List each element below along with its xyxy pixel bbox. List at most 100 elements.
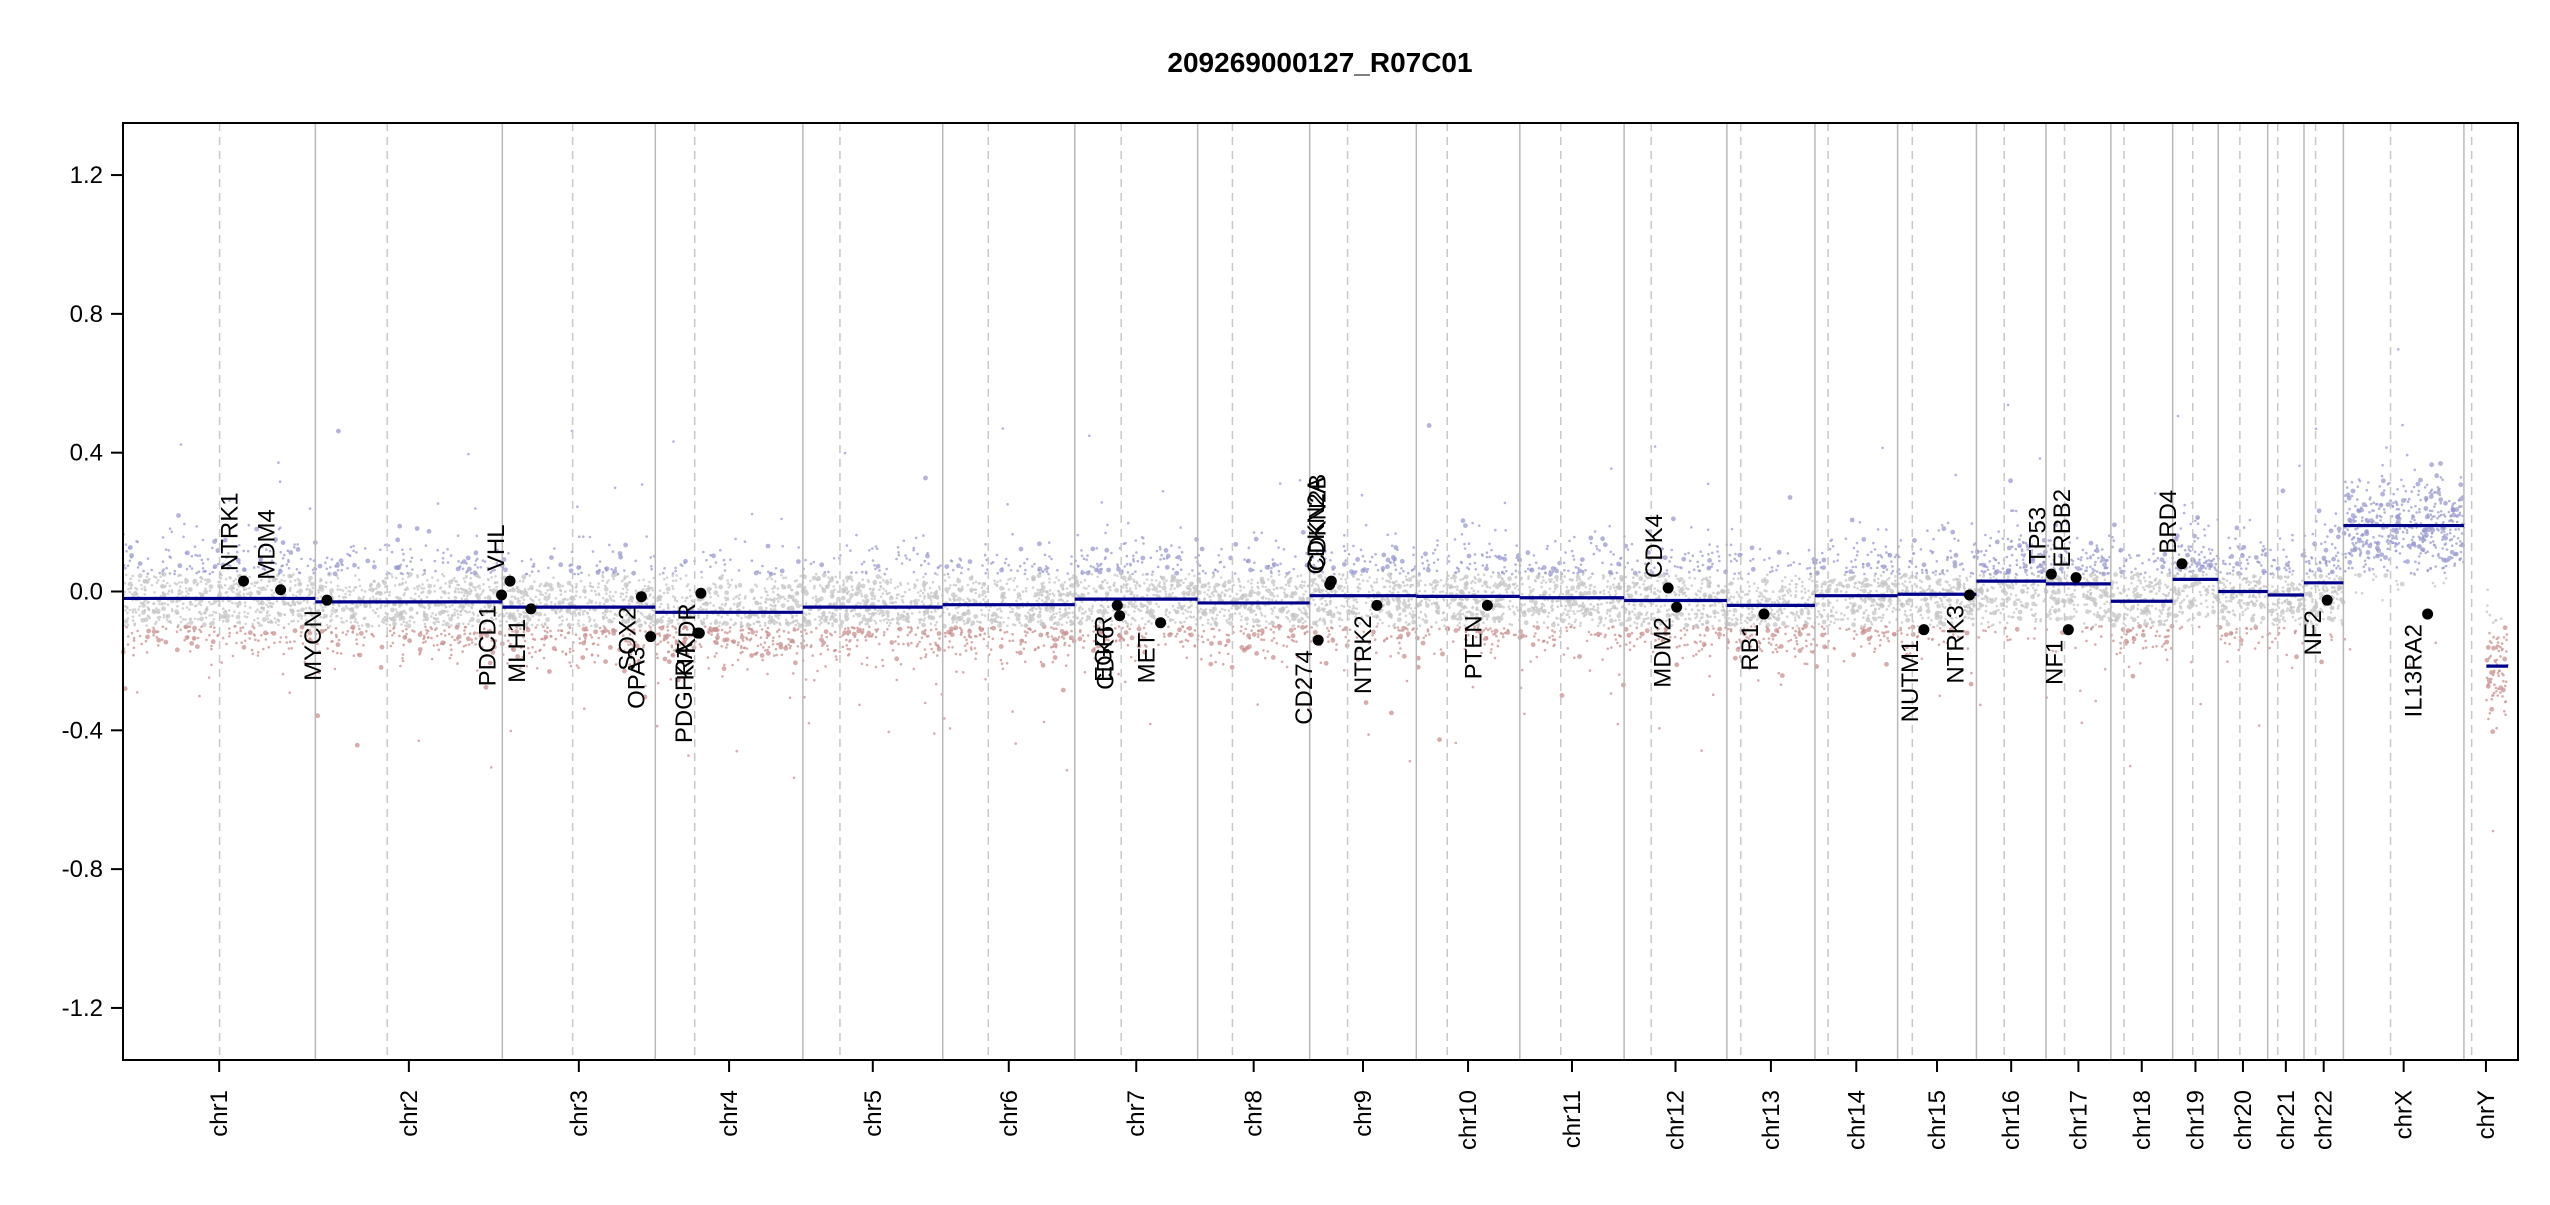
probe-point <box>193 617 197 621</box>
probe-point <box>188 603 192 606</box>
probe-point <box>1007 578 1010 581</box>
probe-point <box>1050 626 1053 629</box>
probe-point <box>174 609 180 615</box>
probe-point <box>634 559 637 563</box>
probe-point <box>516 601 520 604</box>
probe-point <box>409 596 413 600</box>
probe-point <box>1274 625 1277 629</box>
probe-point <box>810 630 813 634</box>
probe-point <box>1019 597 1023 601</box>
probe-point <box>1324 599 1327 603</box>
probe-point <box>765 590 769 594</box>
probe-point <box>530 633 534 636</box>
probe-point <box>543 597 546 601</box>
probe-point <box>1250 629 1253 632</box>
probe-point <box>868 549 871 552</box>
probe-point <box>1051 592 1055 595</box>
probe-point <box>978 633 982 637</box>
probe-point <box>1288 584 1291 587</box>
probe-point <box>1028 608 1032 612</box>
probe-point <box>1026 577 1029 581</box>
probe-point <box>812 560 816 564</box>
probe-point <box>714 561 718 564</box>
probe-point <box>124 566 127 570</box>
probe-point <box>273 617 277 620</box>
probe-point <box>1024 614 1027 618</box>
probe-point <box>934 623 937 627</box>
probe-point <box>1397 651 1400 655</box>
probe-point <box>835 600 838 604</box>
probe-point <box>965 642 969 645</box>
probe-point <box>841 634 844 637</box>
probe-point <box>1412 553 1415 557</box>
probe-point <box>625 591 628 595</box>
probe-point <box>446 561 450 564</box>
probe-cloud <box>120 443 318 698</box>
probe-point <box>724 602 728 605</box>
probe-point <box>1046 631 1050 635</box>
probe-point <box>560 629 563 632</box>
probe-point <box>985 558 988 562</box>
probe-point <box>140 617 146 623</box>
probe-point <box>443 629 446 632</box>
probe-point <box>465 555 471 561</box>
probe-point <box>1089 564 1093 568</box>
probe-point <box>1021 639 1024 642</box>
probe-point <box>363 590 367 593</box>
probe-point <box>1264 597 1268 600</box>
probe-point <box>871 559 875 562</box>
probe-point <box>1134 600 1137 604</box>
probe-point <box>417 603 421 606</box>
probe-point <box>156 616 160 619</box>
probe-point <box>782 595 785 599</box>
probe-point <box>705 608 708 611</box>
probe-point <box>1024 587 1028 590</box>
probe-point <box>704 601 707 605</box>
probe-point <box>1032 606 1036 609</box>
probe-point <box>1282 644 1285 647</box>
probe-point <box>794 591 800 596</box>
probe-point <box>598 560 602 563</box>
probe-point <box>641 613 644 616</box>
probe-point <box>578 535 581 538</box>
probe-point <box>846 654 850 657</box>
probe-point <box>461 608 464 611</box>
probe-point <box>1126 622 1129 626</box>
probe-point <box>734 586 738 589</box>
probe-point <box>150 584 154 587</box>
probe-point <box>580 571 583 574</box>
probe-point <box>422 587 426 590</box>
probe-point <box>163 593 166 597</box>
probe-point <box>1045 596 1051 601</box>
probe-point <box>644 630 647 633</box>
probe-point <box>537 618 541 622</box>
probe-point <box>462 645 466 648</box>
probe-point <box>1096 609 1102 614</box>
probe-point <box>168 527 172 530</box>
probe-point <box>1059 629 1065 634</box>
probe-point <box>542 584 546 588</box>
probe-point <box>469 576 473 580</box>
probe-point <box>261 567 265 570</box>
probe-point <box>764 600 767 603</box>
probe-point <box>627 624 630 627</box>
probe-point <box>783 597 787 601</box>
probe-point <box>659 640 662 643</box>
probe-point <box>128 590 131 594</box>
probe-point <box>1163 582 1166 586</box>
probe-point <box>764 649 767 652</box>
probe-point <box>819 562 825 568</box>
probe-point <box>188 608 191 611</box>
probe-point <box>1252 531 1256 534</box>
probe-point <box>470 638 473 641</box>
probe-point <box>834 655 838 658</box>
probe-point <box>1228 595 1232 598</box>
probe-point <box>948 631 952 634</box>
probe-point <box>483 596 487 600</box>
probe-point <box>1104 556 1107 559</box>
probe-point <box>1227 609 1231 612</box>
probe-point <box>918 640 921 644</box>
probe-point <box>817 615 821 619</box>
probe-point <box>649 556 653 559</box>
probe-point <box>707 590 710 593</box>
